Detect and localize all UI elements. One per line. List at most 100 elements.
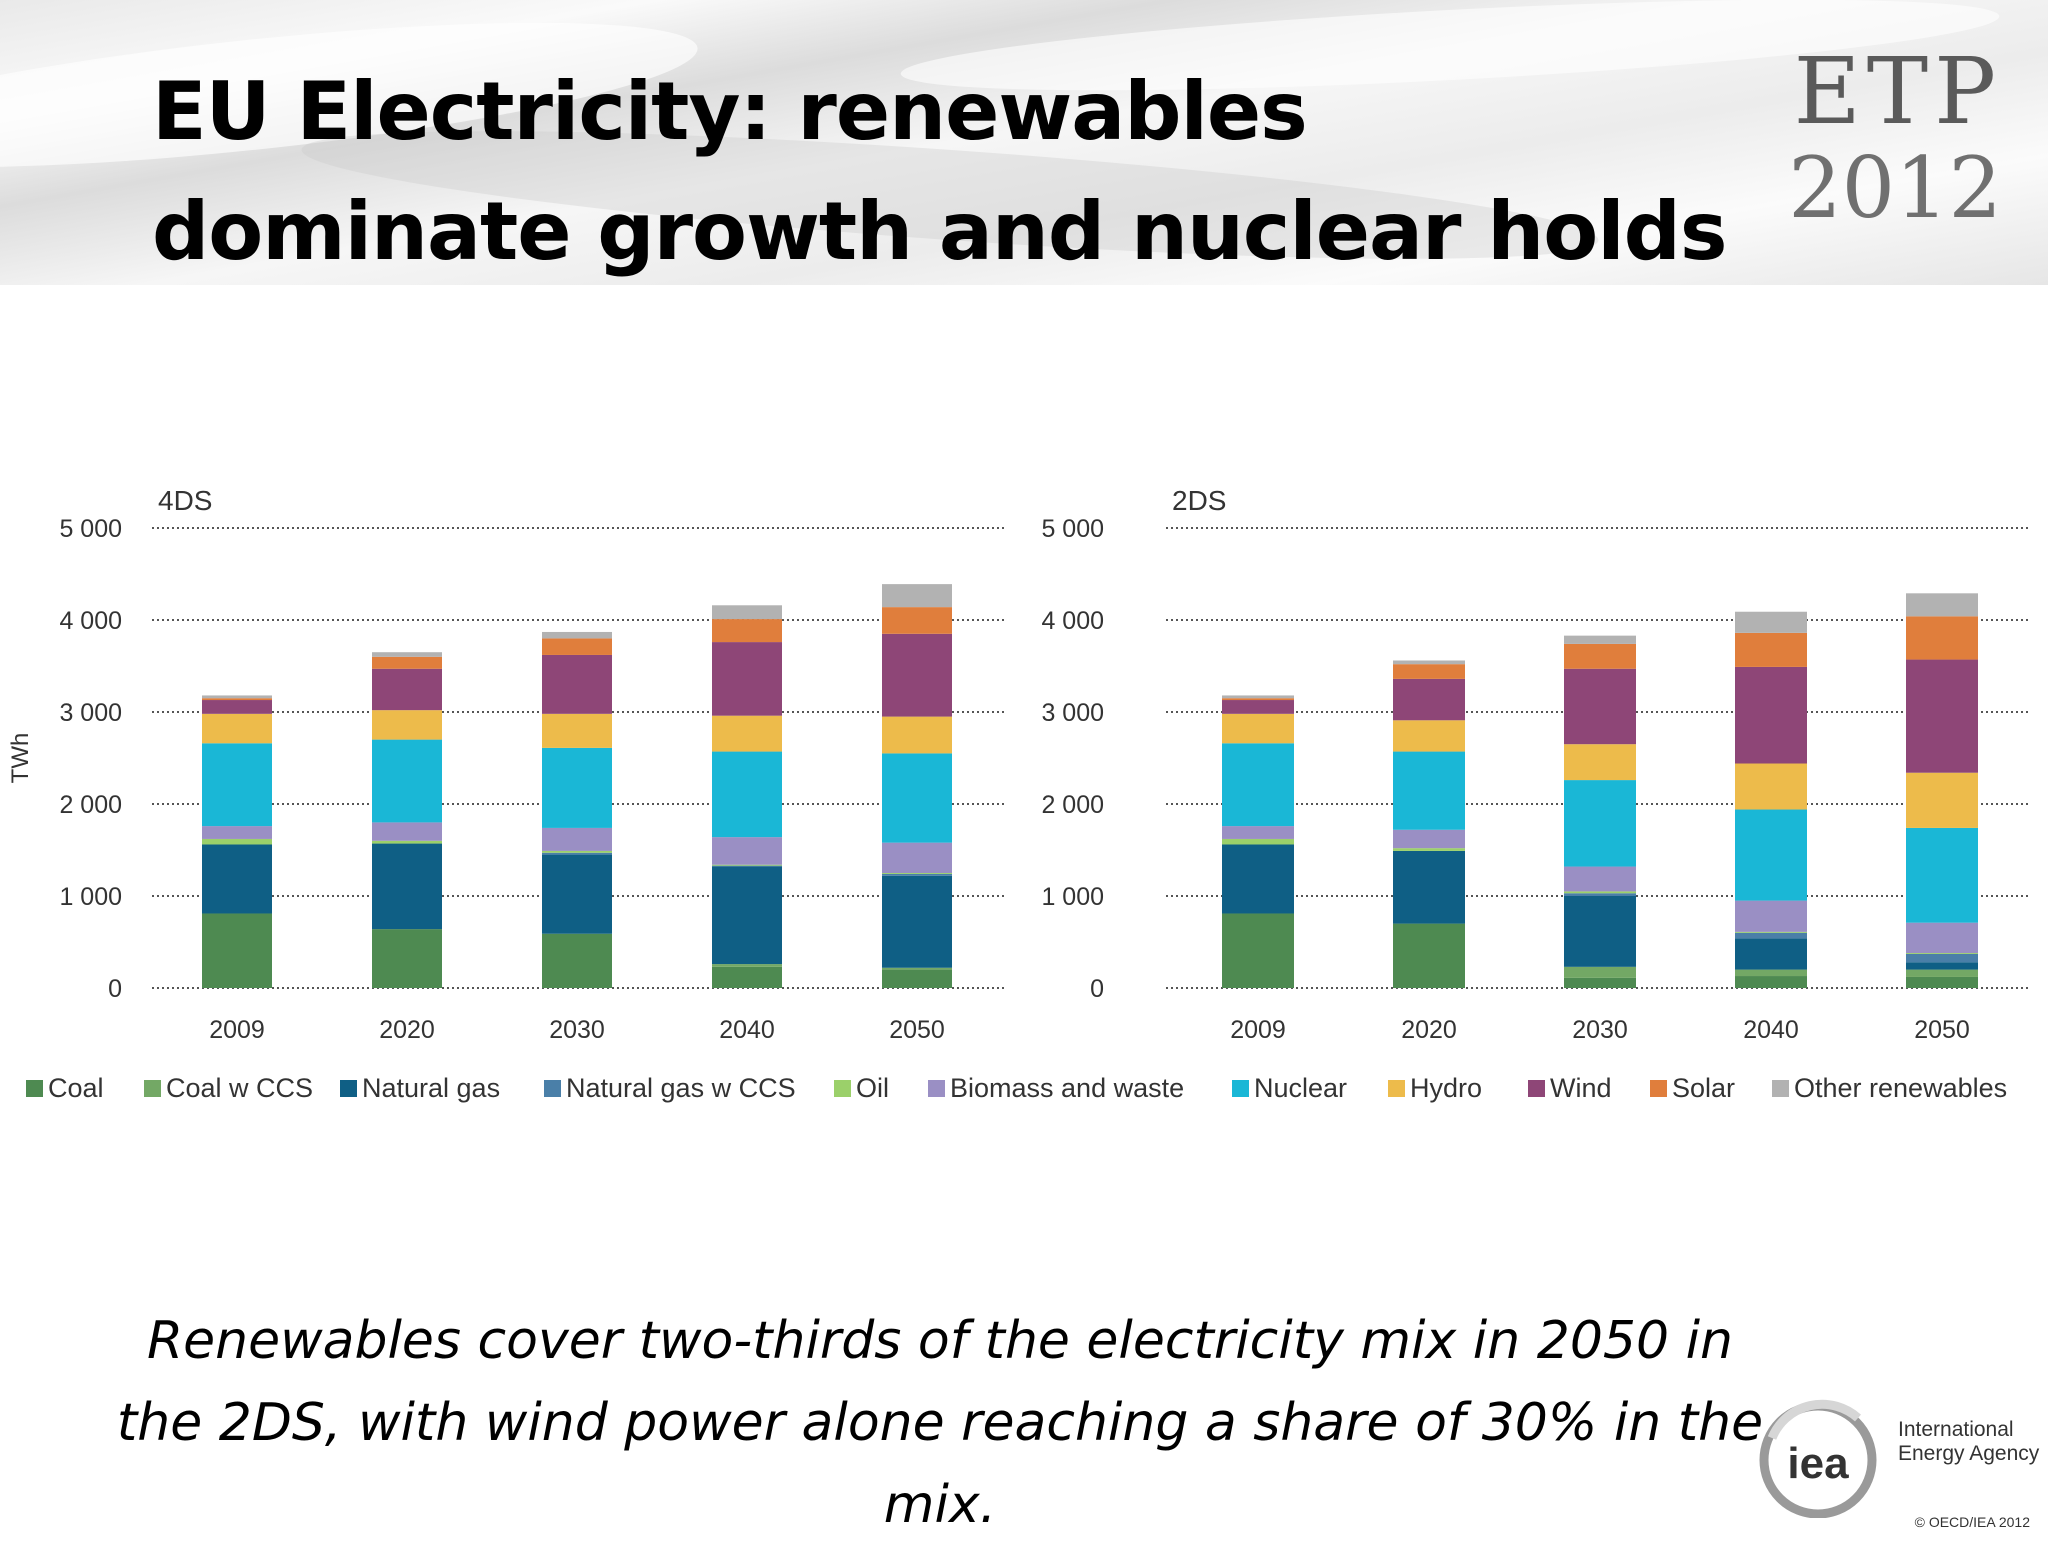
bar-segment xyxy=(202,826,272,839)
bar-segment xyxy=(1564,744,1636,781)
y-tick-label: 4 000 xyxy=(1041,607,1104,635)
bar-segment xyxy=(542,850,612,853)
bar-segment xyxy=(712,966,782,988)
bar-segment xyxy=(1564,966,1636,978)
bar-segment xyxy=(1393,850,1465,924)
bar-segment xyxy=(1222,700,1294,714)
panel-title: 4DS xyxy=(158,485,212,516)
bar-segment xyxy=(882,969,952,988)
legend-label: Solar xyxy=(1672,1073,1735,1103)
bar-segment xyxy=(372,668,442,711)
slide-caption: Renewables cover two-thirds of the elect… xyxy=(116,1311,1764,1535)
legend-label: Coal xyxy=(48,1073,104,1103)
legend-swatch xyxy=(1772,1080,1789,1097)
bar-segment xyxy=(202,713,272,744)
bar-segment xyxy=(1393,720,1465,752)
legend-label: Natural gas w CCS xyxy=(566,1073,796,1103)
bar-segment xyxy=(1906,616,1978,660)
bar-segment xyxy=(542,654,612,714)
etp-badge: ETP 2012 xyxy=(1788,42,2002,237)
legend-label: Coal w CCS xyxy=(166,1073,313,1103)
bar-segment xyxy=(1906,772,1978,828)
legend-label: Biomass and waste xyxy=(950,1073,1184,1103)
bar-segment xyxy=(1906,827,1978,923)
bar-segment xyxy=(1735,632,1807,667)
etp-badge-line2: 2012 xyxy=(1788,139,2002,237)
bar-segment xyxy=(882,873,952,876)
legend-swatch xyxy=(144,1080,161,1097)
bar-segment xyxy=(1906,953,1978,963)
bar-segment xyxy=(202,698,272,701)
x-tick-label: 2020 xyxy=(1401,1016,1457,1044)
y-tick-label: 3 000 xyxy=(1041,699,1104,727)
bar-segment xyxy=(372,652,442,657)
x-tick-label: 2050 xyxy=(889,1016,945,1044)
bar-segment xyxy=(202,700,272,714)
bar-segment xyxy=(712,866,782,965)
bar-segment xyxy=(202,838,272,845)
bar-segment xyxy=(1906,922,1978,954)
legend-swatch xyxy=(1388,1080,1405,1097)
bar-segment xyxy=(1222,826,1294,839)
bar-segment xyxy=(1735,931,1807,933)
bar-segment xyxy=(1564,977,1636,988)
bar-segment xyxy=(1393,660,1465,665)
bar-segment xyxy=(1906,953,1978,954)
bar-segment xyxy=(1564,668,1636,745)
bar-segment xyxy=(1564,643,1636,669)
x-tick-label: 2009 xyxy=(1230,1016,1286,1044)
bar-segment xyxy=(1222,838,1294,845)
bar-segment xyxy=(1393,848,1465,851)
bar-segment xyxy=(1222,844,1294,914)
bar-segment xyxy=(1222,698,1294,701)
iea-logo-text-line1: International xyxy=(1898,1418,2014,1441)
bar-segment xyxy=(1906,962,1978,970)
bar-segment xyxy=(712,642,782,716)
legend-swatch xyxy=(1528,1080,1545,1097)
bar-segment xyxy=(882,633,952,717)
bar-segment xyxy=(372,843,442,930)
bar-segment xyxy=(712,715,782,752)
bar-segment xyxy=(542,638,612,655)
bar-segment xyxy=(1735,809,1807,901)
bar-segment xyxy=(542,631,612,639)
y-tick-label: 3 000 xyxy=(59,699,122,727)
legend-swatch xyxy=(928,1080,945,1097)
bar-segment xyxy=(1222,743,1294,827)
bar-segment xyxy=(372,710,442,740)
bar-segment xyxy=(542,854,612,934)
bar-segment xyxy=(882,967,952,970)
y-tick-label: 4 000 xyxy=(59,607,122,635)
x-tick-label: 2020 xyxy=(379,1016,435,1044)
bar-segment xyxy=(202,743,272,827)
x-tick-label: 2040 xyxy=(1743,1016,1799,1044)
bar-segment xyxy=(1564,780,1636,867)
copyright-notice: © OECD/IEA 2012 xyxy=(1914,1514,2030,1530)
bar-segment xyxy=(882,716,952,754)
panel-title: 2DS xyxy=(1172,485,1226,516)
y-tick-label: 1 000 xyxy=(1041,883,1104,911)
legend-label: Natural gas xyxy=(362,1073,500,1103)
x-tick-label: 2040 xyxy=(719,1016,775,1044)
legend-swatch xyxy=(1650,1080,1667,1097)
y-tick-label: 1 000 xyxy=(59,883,122,911)
bar-segment xyxy=(372,656,442,669)
bar-segment xyxy=(202,695,272,699)
iea-logo-icon: iea xyxy=(1759,1399,1877,1518)
bar-segment xyxy=(882,875,952,968)
bar-segment xyxy=(1393,829,1465,849)
bar-segment xyxy=(1735,666,1807,764)
iea-logo-text: International Energy Agency xyxy=(1898,1418,2039,1466)
bar-segment xyxy=(1393,664,1465,679)
bar-segment xyxy=(1222,695,1294,699)
legend-swatch xyxy=(544,1080,561,1097)
bar-segment xyxy=(1906,976,1978,988)
y-tick-label: 5 000 xyxy=(59,515,122,543)
bar-segment xyxy=(1735,938,1807,970)
bar-segment xyxy=(1564,635,1636,644)
legend-swatch xyxy=(834,1080,851,1097)
x-tick-label: 2030 xyxy=(549,1016,605,1044)
bar-segment xyxy=(882,873,952,874)
bar-segment xyxy=(202,844,272,914)
bar-segment xyxy=(372,840,442,844)
